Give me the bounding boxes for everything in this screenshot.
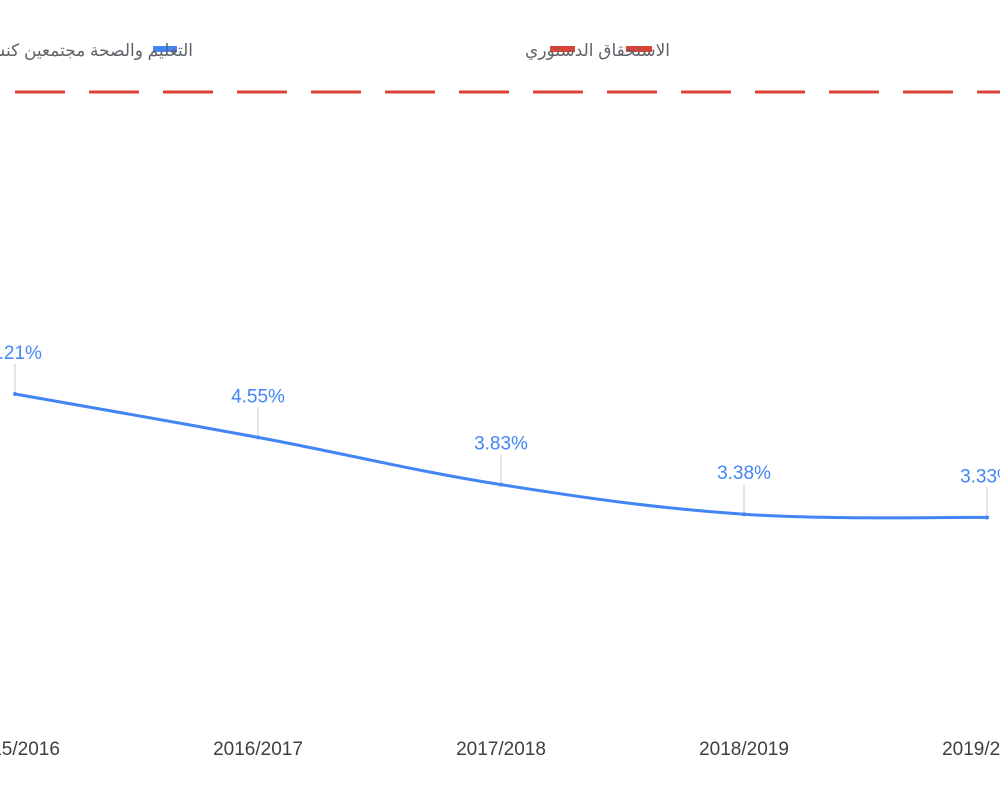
- x-axis: 2015/2016 2016/2017 2017/2018 2018/2019 2019…: [0, 739, 1000, 760]
- data-point: [985, 515, 989, 520]
- x-tick-label: 2018/2019: [699, 739, 789, 760]
- x-tick-label: 2016/2017: [213, 739, 303, 760]
- legend-label-education-health: التعليم والصحة مجتمعين كنسبة للناتج المح…: [0, 41, 193, 61]
- legend-label-constitutional: الاستحقاق الدستوري: [525, 41, 670, 61]
- data-point: [742, 512, 746, 517]
- legend-swatch-education-health: [153, 46, 177, 52]
- x-tick-label: 2015/2016: [0, 739, 60, 760]
- data-point: [256, 435, 260, 440]
- legend: التعليم والصحة مجتمعين كنسبة للناتج المح…: [0, 41, 670, 61]
- data-label: 4.55%: [231, 386, 285, 407]
- legend-swatch-constitutional: [626, 46, 652, 52]
- data-label: 3.33%: [960, 466, 1000, 487]
- data-label: 5.21%: [0, 343, 42, 364]
- data-label: 3.38%: [717, 463, 771, 484]
- legend-swatch-constitutional: [550, 46, 575, 52]
- plot-area: 5.21% 4.55% 3.83% 3.38% 3.33%: [0, 90, 1000, 520]
- x-tick-label: 2019/2020: [942, 739, 1000, 760]
- x-tick-label: 2017/2018: [456, 739, 546, 760]
- data-label: 3.83%: [474, 434, 528, 455]
- data-point: [13, 392, 17, 396]
- data-point: [499, 482, 503, 487]
